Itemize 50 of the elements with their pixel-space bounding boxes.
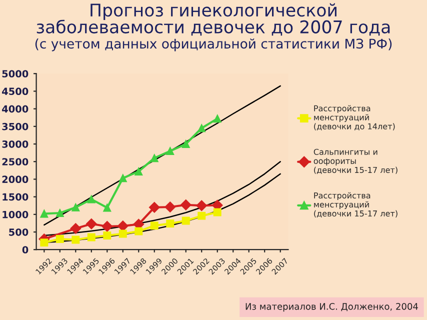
point [198,212,206,220]
point [150,154,158,162]
point [103,204,112,212]
legend-label: Сальпингиты и оофориты (девочки 15-17 лет) [314,148,398,174]
legend-label: Расстройства менструаций (девочки 15-17 лет) [314,192,398,218]
line-series [44,85,281,226]
text: Из материалов И.С. Долженко, 2004 [246,302,418,312]
y-tick-label: 1500 [2,193,28,201]
point [182,216,190,225]
point [102,220,113,232]
chart-subtitle: (с учетом данных официальной статистики МЗ РФ) [35,38,392,52]
point [87,195,96,204]
y-tick-label: 3000 [2,140,28,148]
point [196,200,208,212]
point [164,202,176,212]
y-tick-label: 500 [9,228,28,236]
point [117,220,128,232]
point [213,208,222,216]
point [134,167,143,176]
point [148,202,160,213]
point [166,220,174,228]
point [134,227,143,236]
y-tick-label: 3500 [2,122,28,130]
point [72,203,80,212]
legend-label: Расстройства менструаций (девочки до 14лет) [314,105,395,130]
y-tick-label: 4000 [2,105,28,113]
point [180,199,192,210]
point [86,218,97,230]
y-tick-label: 1000 [2,210,28,218]
point [70,223,82,234]
y-tick-label: 2000 [2,176,28,184]
chart-title: Прогноз гинекологической заболеваемости девочек до 2007 года [36,3,390,36]
point [213,114,222,123]
y-tick-label: 2500 [2,158,28,166]
point [118,174,127,182]
point [87,233,96,242]
y-tick-label: 4500 [2,88,28,96]
point [198,124,206,132]
point [118,230,127,238]
y-tick-label: 5000 [2,70,28,78]
point [150,222,158,230]
point [182,140,190,148]
point [40,238,48,247]
point [103,232,112,240]
point [40,210,48,218]
y-tick-label: 0 [22,246,28,254]
point [56,235,64,244]
point [56,209,64,217]
point [72,236,80,244]
point [166,147,174,156]
